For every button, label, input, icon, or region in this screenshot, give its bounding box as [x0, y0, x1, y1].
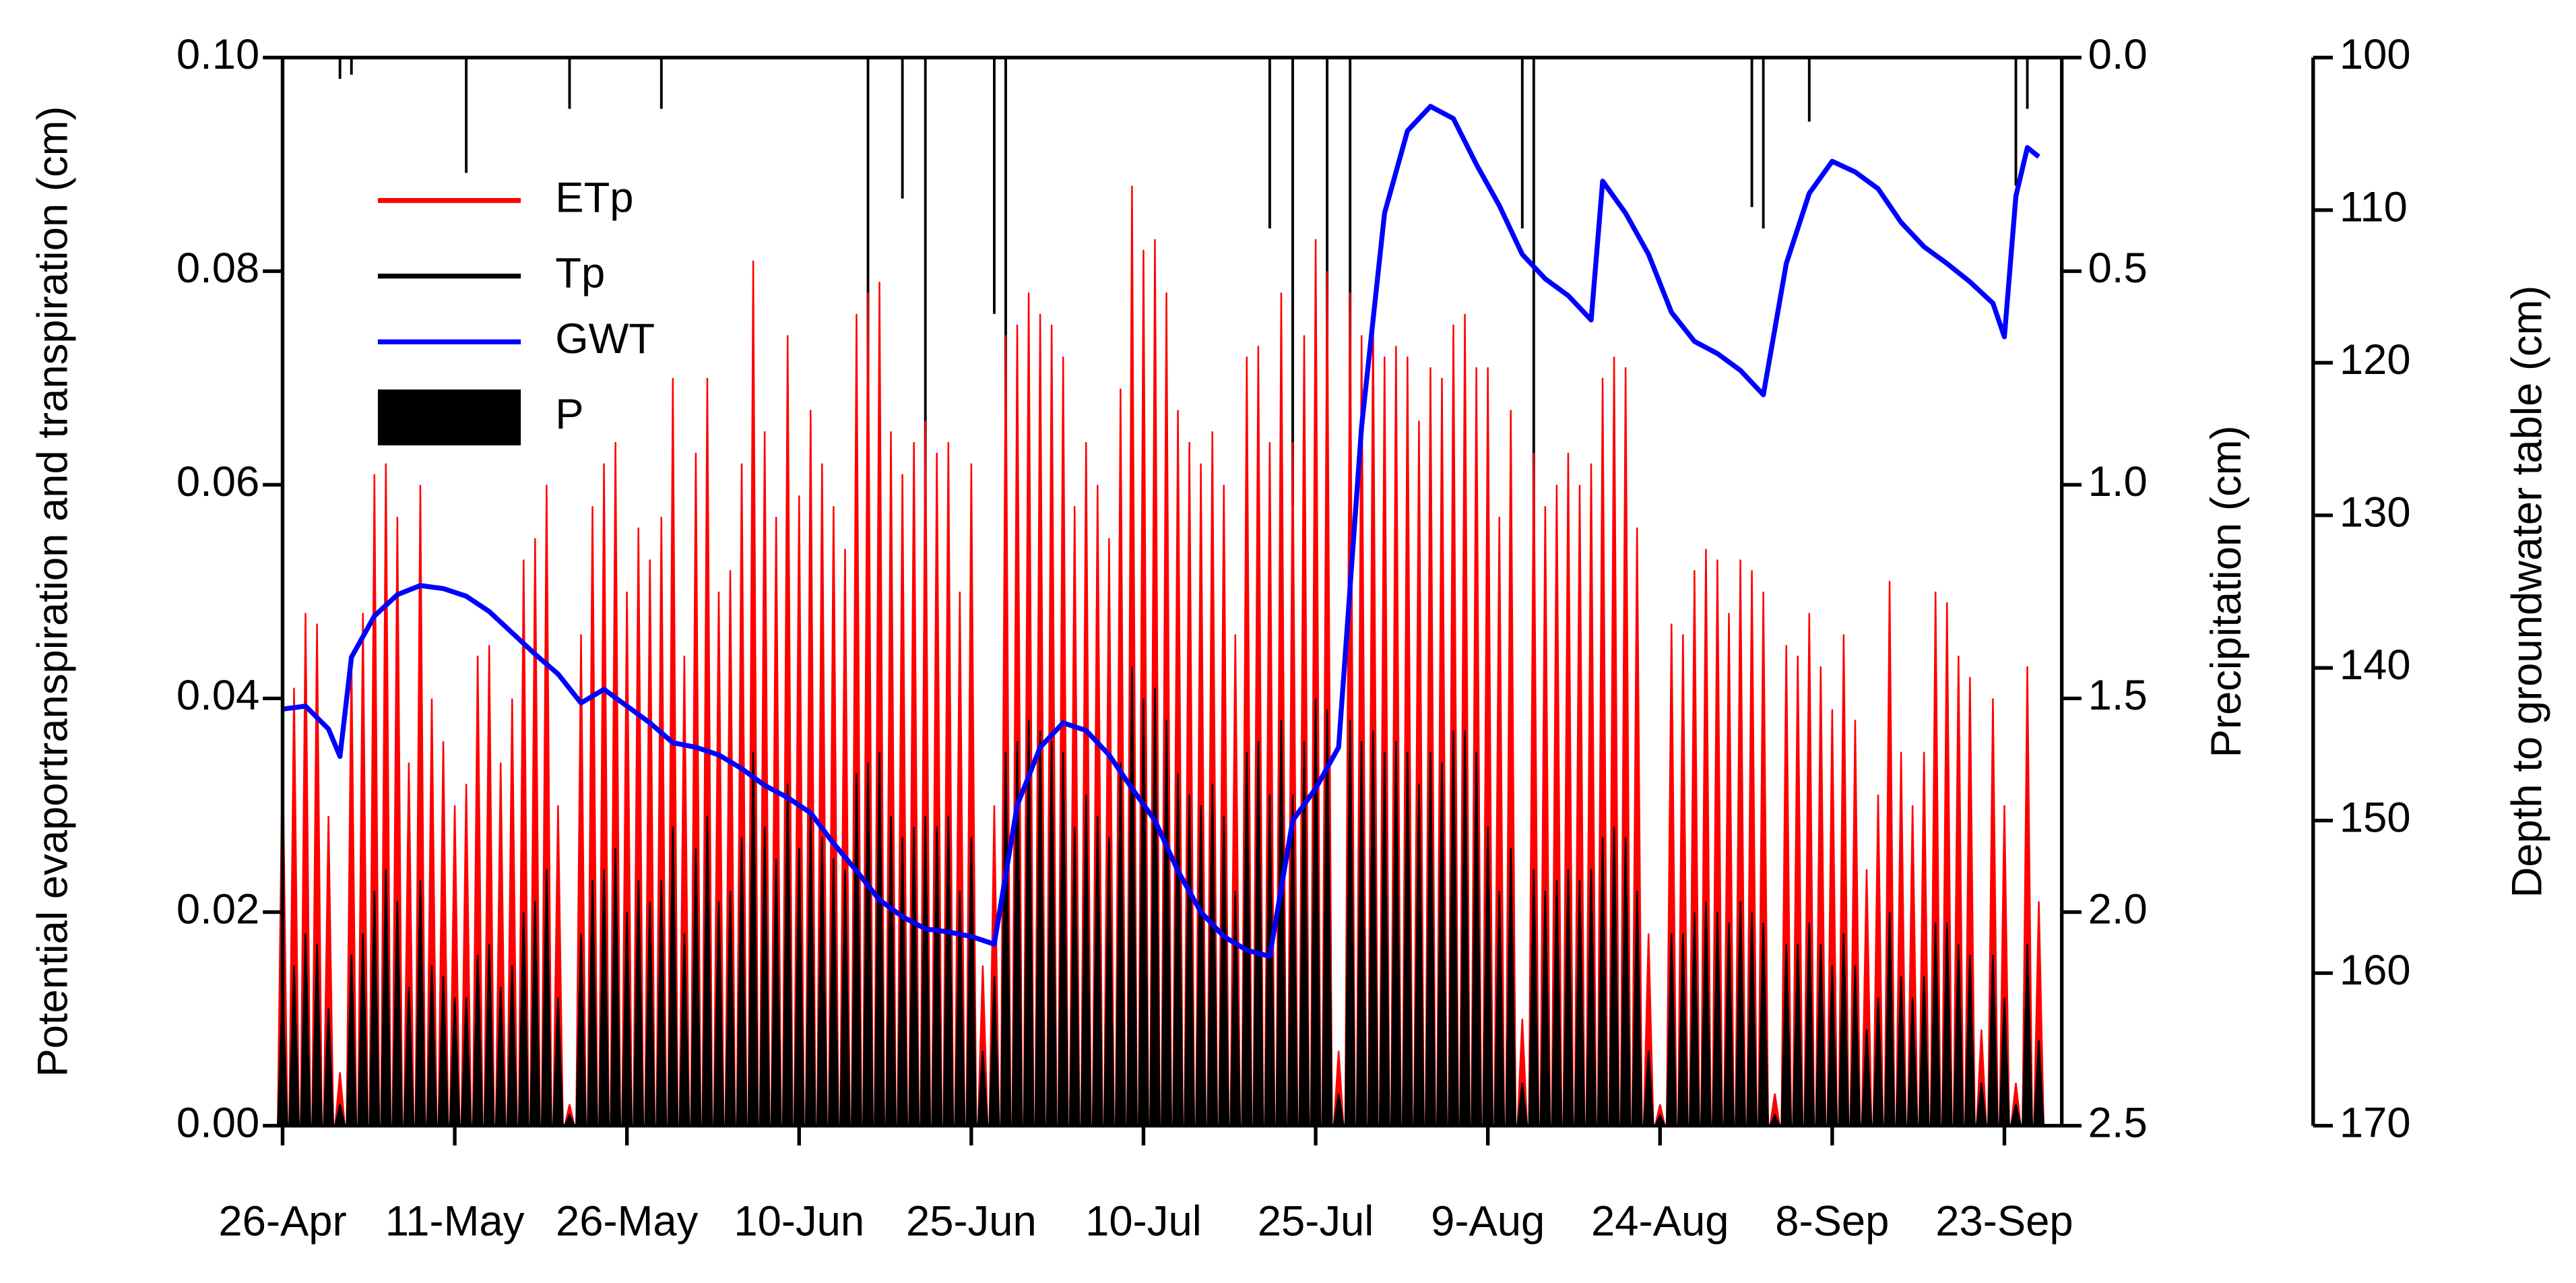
- y-tick-label: 0.04: [176, 672, 259, 719]
- x-tick-label: 25-Jul: [1258, 1198, 1374, 1245]
- x-tick-label: 24-Aug: [1591, 1198, 1729, 1245]
- x-tick-label: 11-May: [385, 1198, 525, 1245]
- x-tick-label: 25-Jun: [906, 1198, 1037, 1245]
- y-tick-label: 0.10: [176, 31, 259, 78]
- precip-bar: [1268, 57, 1271, 229]
- x-tick-label: 26-May: [556, 1198, 699, 1245]
- precip-bar: [866, 57, 870, 485]
- x-tick-label: 10-Jun: [734, 1198, 864, 1245]
- y2-tick-label: 0.5: [2088, 245, 2148, 292]
- y-tick-label: 0.00: [176, 1099, 259, 1146]
- gwt-line: [282, 104, 2040, 959]
- legend-label: ETp: [555, 174, 633, 221]
- precip-bar: [465, 57, 468, 173]
- x-tick-label: 23-Sep: [1935, 1198, 2073, 1245]
- precip-bar: [1750, 57, 1753, 208]
- precip-bar: [2026, 57, 2029, 109]
- y2-tick-label: 1.5: [2088, 672, 2148, 719]
- precip-bar: [659, 57, 663, 109]
- y2-tick-label: 1.0: [2088, 458, 2148, 505]
- precip-bar: [1349, 57, 1352, 400]
- y3-tick-label: 170: [2340, 1099, 2411, 1146]
- precip-bar: [1004, 57, 1007, 528]
- plot-area: [277, 57, 2045, 1127]
- y2-tick-label: 2.5: [2088, 1099, 2148, 1146]
- legend-label: P: [555, 391, 583, 438]
- precip-bar: [350, 57, 353, 75]
- y2-tick-label: 2.0: [2088, 885, 2148, 933]
- axes: [280, 55, 2315, 1128]
- precip-bar: [924, 57, 927, 507]
- precip-bar: [1520, 57, 1524, 229]
- y2-tick-label: 0.0: [2088, 31, 2148, 78]
- precip-bar: [1291, 57, 1294, 507]
- legend-label: GWT: [555, 315, 655, 363]
- y-tick-label: 0.08: [176, 245, 259, 292]
- precip-bar: [1762, 57, 1765, 229]
- precip-bar: [338, 57, 342, 80]
- precip-bar: [568, 57, 571, 109]
- y3-tick-label: 100: [2340, 31, 2411, 78]
- legend-swatch: [377, 389, 521, 445]
- x-tick-label: 8-Sep: [1775, 1198, 1889, 1245]
- precip-bar: [1807, 57, 1811, 122]
- legend-label: Tp: [555, 249, 605, 296]
- y3-tick-label: 140: [2340, 642, 2411, 689]
- y3-tick-label: 160: [2340, 947, 2411, 994]
- y-tick-label: 0.02: [176, 885, 259, 933]
- precip-bar: [901, 57, 904, 199]
- y3-axis-title: Depth to groundwater table (cm): [2503, 285, 2550, 898]
- precip-bar: [1532, 57, 1535, 528]
- x-tick-label: 9-Aug: [1431, 1198, 1545, 1245]
- y2-axis-title: Precipitation (cm): [2203, 425, 2250, 757]
- y-axis-title: Potential evaportranspiration and transp…: [30, 106, 77, 1077]
- y3-tick-label: 120: [2340, 336, 2411, 383]
- y-tick-label: 0.06: [176, 458, 259, 505]
- y3-tick-label: 110: [2340, 184, 2408, 231]
- y3-tick-label: 130: [2340, 489, 2411, 536]
- y3-tick-label: 150: [2340, 794, 2411, 841]
- x-tick-label: 26-Apr: [218, 1198, 346, 1245]
- precip-bar: [2014, 57, 2018, 186]
- x-tick-label: 10-Jul: [1085, 1198, 1202, 1245]
- precip-bar: [992, 57, 996, 314]
